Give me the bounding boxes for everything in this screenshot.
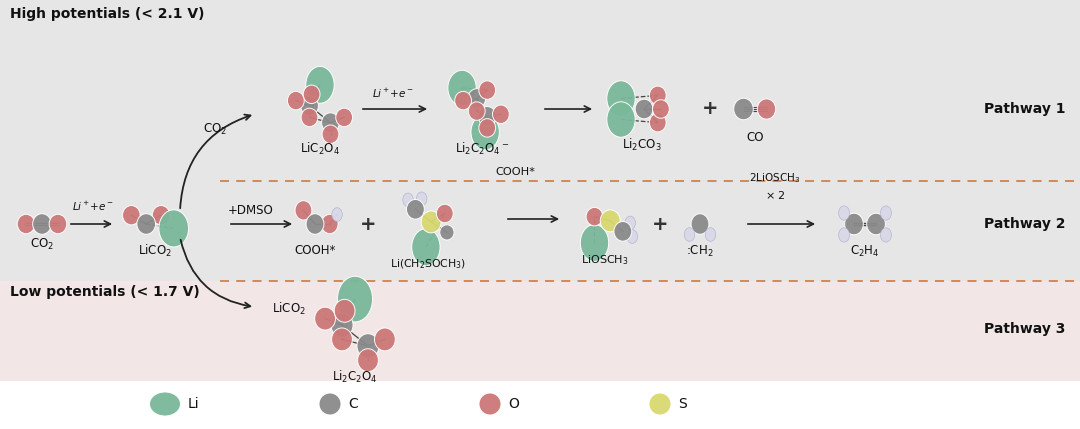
Text: Li$_2$C$_2$O$_4$: Li$_2$C$_2$O$_4$ [333,369,378,385]
Text: Pathway 3: Pathway 3 [984,322,1065,336]
Text: LiC$_2$O$_4$: LiC$_2$O$_4$ [300,141,340,157]
Text: C: C [348,397,357,411]
Ellipse shape [357,334,379,358]
Text: C$_2$H$_4$: C$_2$H$_4$ [850,244,880,259]
Ellipse shape [332,328,352,351]
Ellipse shape [306,66,334,103]
Ellipse shape [468,89,486,108]
Text: O: O [508,397,518,411]
Ellipse shape [455,91,472,110]
Ellipse shape [300,96,319,116]
Ellipse shape [337,276,373,322]
Text: Pathway 1: Pathway 1 [984,102,1065,116]
Ellipse shape [403,193,414,207]
Ellipse shape [492,105,510,124]
Ellipse shape [613,221,632,241]
Ellipse shape [322,113,339,133]
Ellipse shape [478,81,496,100]
Text: Pathway 2: Pathway 2 [984,217,1065,231]
Text: Li(CH$_2$SOCH$_3$): Li(CH$_2$SOCH$_3$) [390,257,467,271]
Ellipse shape [319,393,341,415]
Text: LiCO$_2$: LiCO$_2$ [272,301,306,317]
Ellipse shape [314,307,336,330]
Ellipse shape [436,204,454,223]
Text: LiCO$_2$: LiCO$_2$ [138,243,172,259]
Ellipse shape [880,228,891,242]
Text: LiOSCH$_3$: LiOSCH$_3$ [581,253,629,267]
Ellipse shape [471,115,499,150]
Ellipse shape [635,99,653,119]
Ellipse shape [607,81,635,116]
Text: +: + [360,214,376,233]
Ellipse shape [691,214,708,234]
Ellipse shape [478,106,496,126]
Ellipse shape [357,349,378,372]
Ellipse shape [607,102,635,137]
Ellipse shape [880,206,891,220]
Text: Li: Li [188,397,200,411]
Ellipse shape [149,392,180,416]
Text: 2LiOSCH$_3$: 2LiOSCH$_3$ [750,171,800,185]
Ellipse shape [332,208,342,221]
Ellipse shape [336,108,352,127]
FancyBboxPatch shape [0,281,1080,381]
Ellipse shape [152,205,170,225]
Ellipse shape [625,216,635,230]
Ellipse shape [733,98,753,120]
Ellipse shape [322,214,338,234]
Ellipse shape [32,214,52,234]
Ellipse shape [159,210,189,247]
Text: COOH*: COOH* [495,167,535,177]
Ellipse shape [845,213,863,235]
Ellipse shape [652,100,670,118]
Text: $\times$ 2: $\times$ 2 [765,189,785,201]
Ellipse shape [375,328,395,351]
Ellipse shape [586,207,603,226]
Text: CO$_2$: CO$_2$ [30,237,54,252]
Ellipse shape [705,228,716,242]
Ellipse shape [838,206,850,220]
Ellipse shape [301,108,318,127]
Ellipse shape [330,313,353,337]
Ellipse shape [469,102,485,121]
Text: +: + [651,214,669,233]
Ellipse shape [480,393,501,415]
Ellipse shape [287,91,305,110]
Ellipse shape [417,192,427,205]
Text: Li$_2$C$_2$O$_4$$^-$: Li$_2$C$_2$O$_4$$^-$ [455,141,509,157]
Text: High potentials (< 2.1 V): High potentials (< 2.1 V) [10,7,204,21]
Ellipse shape [421,211,441,233]
Ellipse shape [866,213,886,235]
Ellipse shape [649,86,666,105]
FancyBboxPatch shape [0,0,1080,281]
Ellipse shape [600,210,620,232]
Ellipse shape [757,99,775,119]
Ellipse shape [649,393,671,415]
Ellipse shape [295,201,312,220]
Text: Li$_2$CO$_3$: Li$_2$CO$_3$ [622,137,662,153]
Text: CO$_2$: CO$_2$ [203,122,227,137]
Ellipse shape [406,199,424,219]
Ellipse shape [322,125,339,143]
Text: :CH$_2$: :CH$_2$ [686,244,714,259]
Ellipse shape [448,70,476,106]
Text: Low potentials (< 1.7 V): Low potentials (< 1.7 V) [10,285,200,299]
Ellipse shape [303,85,320,103]
Ellipse shape [334,299,355,322]
Ellipse shape [137,214,156,234]
Text: Li$^+$+e$^-$: Li$^+$+e$^-$ [372,87,414,100]
Ellipse shape [440,225,454,240]
Ellipse shape [580,224,609,261]
Text: +DMSO: +DMSO [228,204,273,217]
Ellipse shape [649,113,666,132]
Text: COOH*: COOH* [295,244,336,257]
Ellipse shape [17,214,35,234]
Ellipse shape [50,214,67,234]
Ellipse shape [411,229,440,266]
Ellipse shape [306,214,324,234]
Ellipse shape [838,228,850,242]
Ellipse shape [122,205,140,225]
Ellipse shape [627,230,637,243]
Text: Li$^+$+e$^-$: Li$^+$+e$^-$ [72,200,113,213]
